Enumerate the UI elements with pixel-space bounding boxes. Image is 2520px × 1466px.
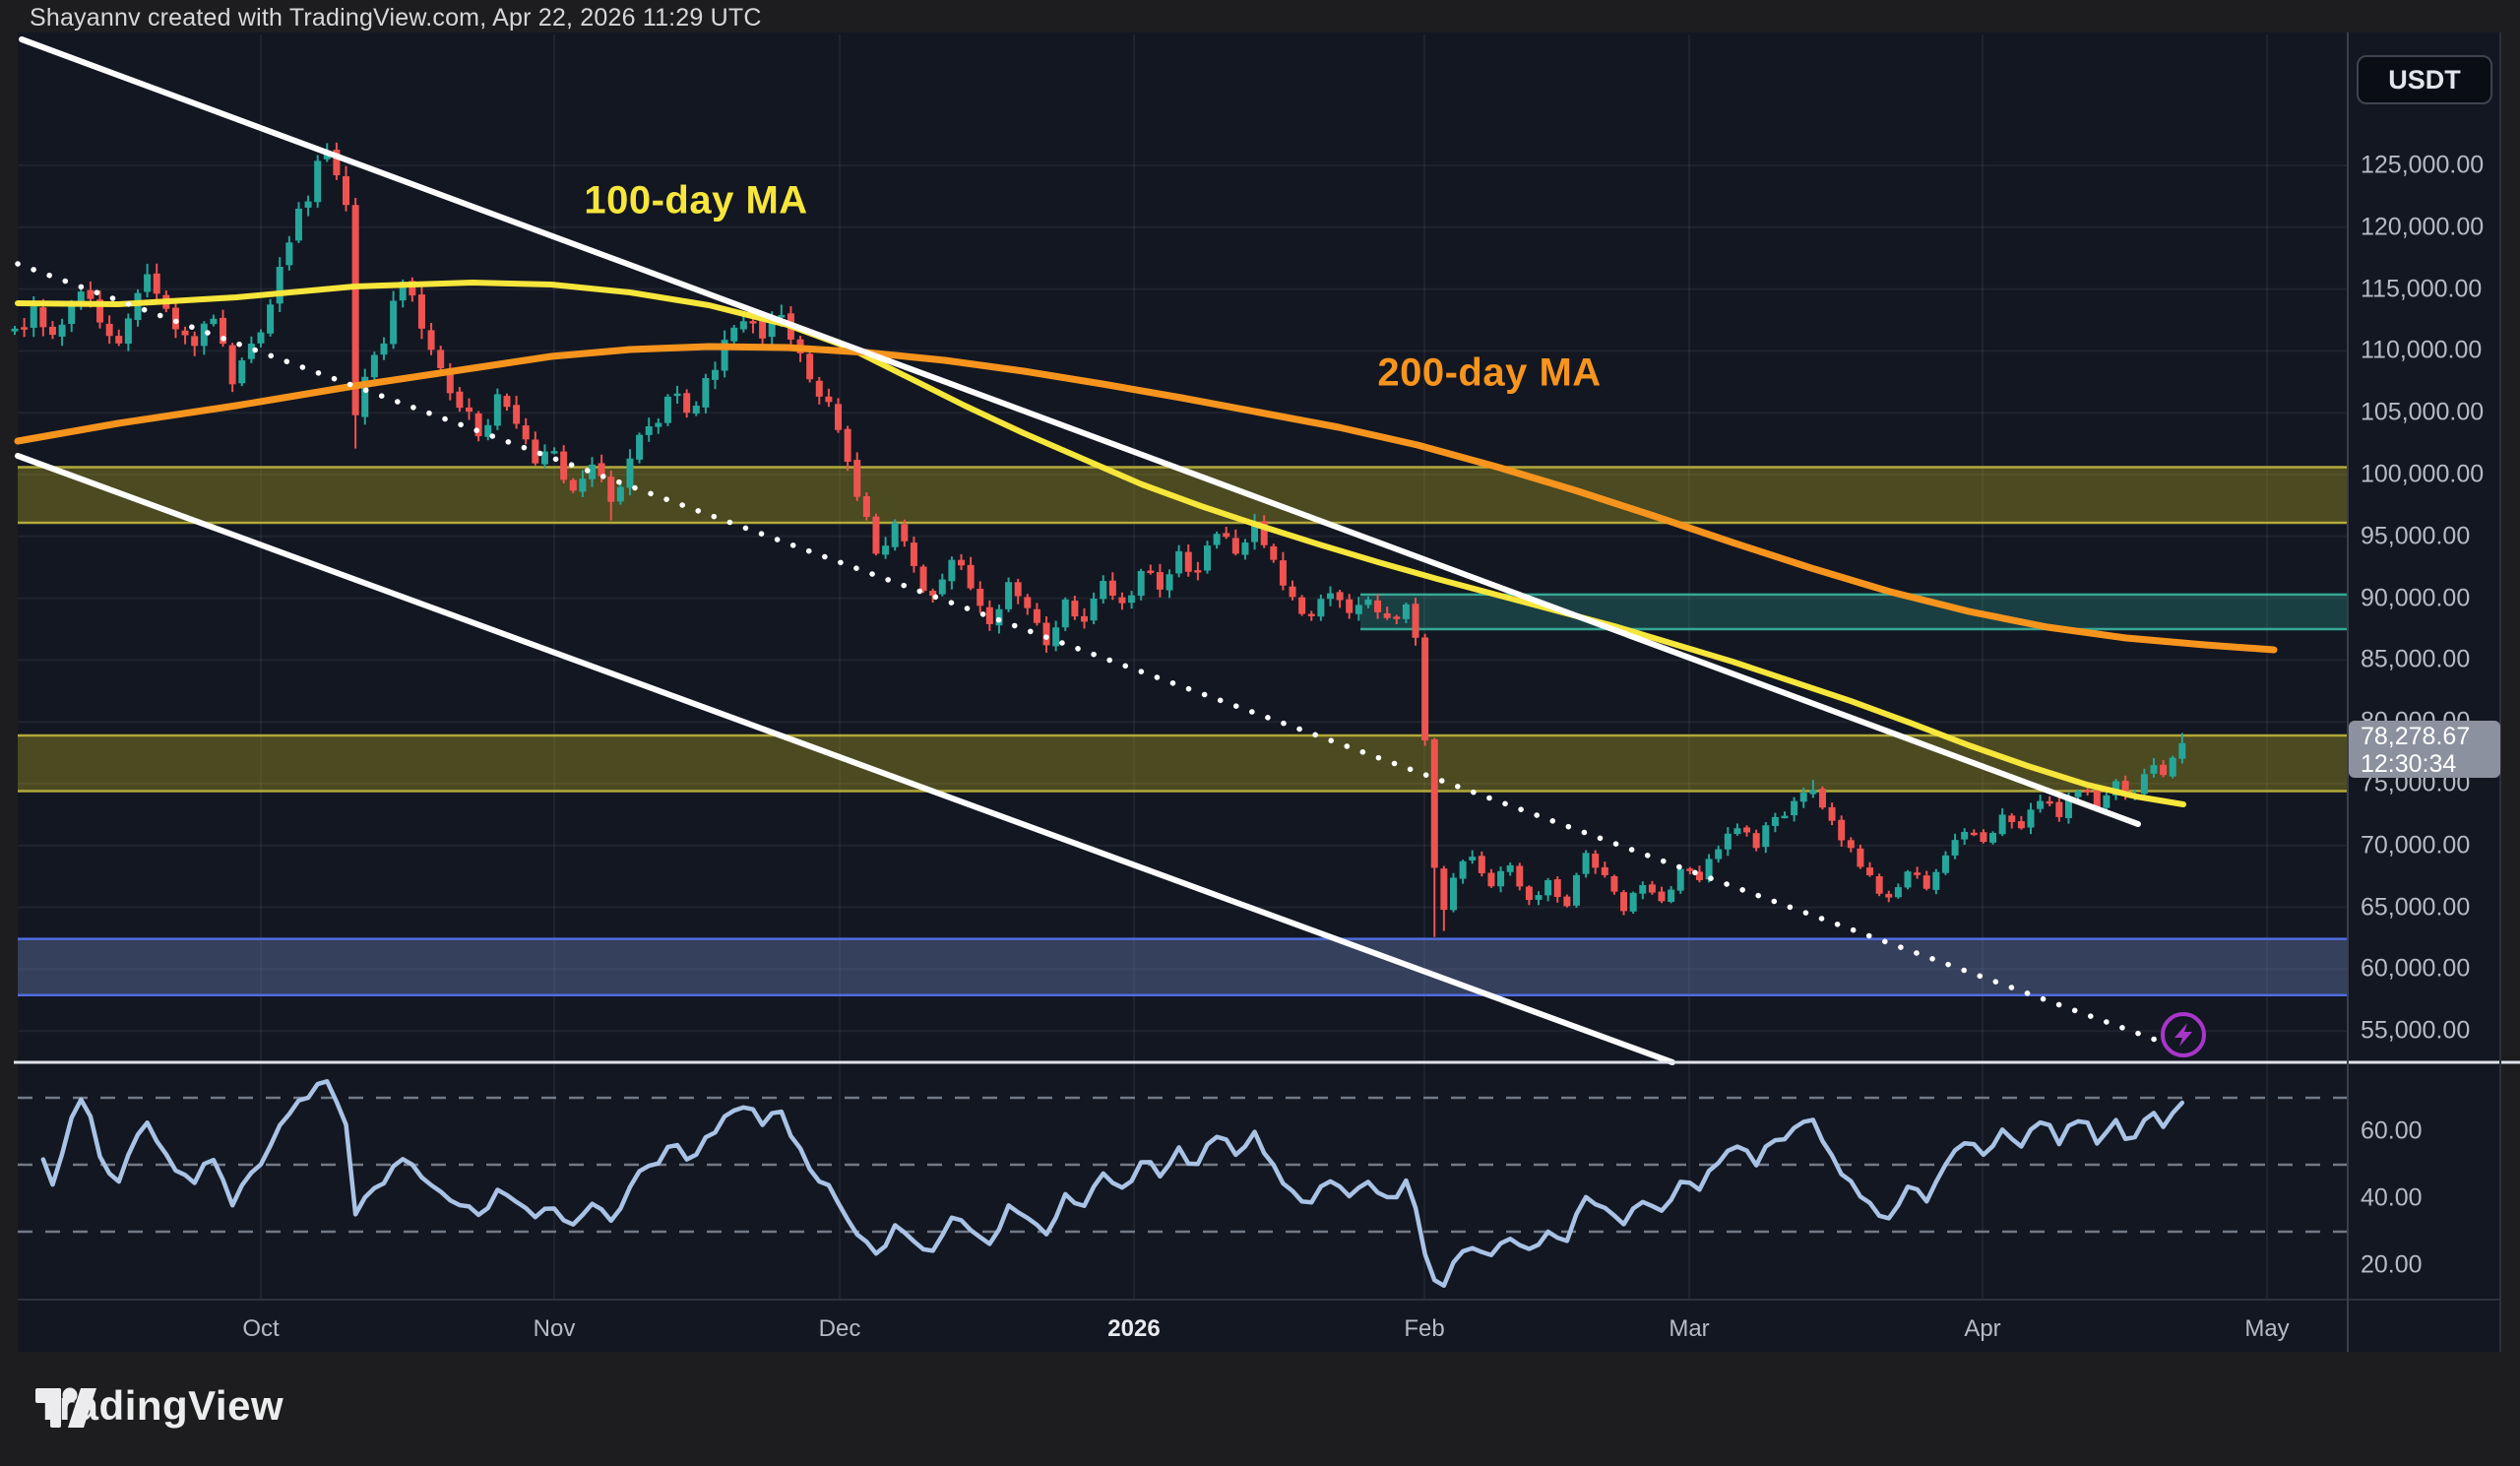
- price-tick-label: 100,000.00: [2361, 460, 2485, 488]
- time-tick-2026: 2026: [1107, 1315, 1161, 1342]
- lightning-icon[interactable]: [2161, 1012, 2206, 1057]
- rsi-tick-label: 20.00: [2361, 1250, 2423, 1279]
- time-tick-dec: Dec: [818, 1315, 861, 1342]
- price-tick-label: 70,000.00: [2361, 831, 2471, 860]
- rsi-line: [40, 1079, 2185, 1289]
- bar-countdown: 12:30:34: [2361, 750, 2457, 778]
- price-tick-label: 115,000.00: [2361, 275, 2483, 303]
- last-price-value: 78,278.67: [2361, 723, 2471, 750]
- ma100-annotation-label[interactable]: 100-day MA: [584, 178, 808, 223]
- price-tick-label: 90,000.00: [2361, 584, 2471, 612]
- quote-currency-button[interactable]: USDT: [2357, 55, 2492, 104]
- price-tick-label: 95,000.00: [2361, 522, 2471, 550]
- tradingview-logo-icon: [35, 1387, 96, 1428]
- price-tick-label: 60,000.00: [2361, 954, 2471, 983]
- last-price-badge: 78,278.67 12:30:34: [2349, 721, 2500, 778]
- chart-credit-text: Shayannv created with TradingView.com, A…: [30, 4, 762, 32]
- candles[interactable]: [11, 142, 2186, 937]
- channel-upper-line[interactable]: [19, 36, 2141, 827]
- tradingview-logo[interactable]: TradingView: [35, 1382, 284, 1430]
- price-tick-label: 55,000.00: [2361, 1016, 2471, 1045]
- price-tick-label: 120,000.00: [2361, 213, 2485, 241]
- price-tick-label: 125,000.00: [2361, 151, 2485, 179]
- channel-lower-line[interactable]: [15, 453, 1675, 1065]
- rsi-indicator-pane[interactable]: [18, 1079, 2348, 1289]
- zone-resistance-zone-96k-100k[interactable]: [18, 466, 2348, 525]
- price-tick-label: 105,000.00: [2361, 398, 2485, 426]
- 200-day-ma-line[interactable]: [14, 343, 2278, 654]
- rsi-tick-label: 40.00: [2361, 1183, 2423, 1212]
- zone-pivot-zone-74k-79k[interactable]: [18, 733, 2348, 793]
- time-tick-apr: Apr: [1964, 1315, 2001, 1342]
- chart-pane-background: [18, 32, 2500, 1352]
- ma200-annotation-label[interactable]: 200-day MA: [1377, 351, 1602, 395]
- time-tick-may: May: [2244, 1315, 2290, 1342]
- time-tick-feb: Feb: [1404, 1315, 1445, 1342]
- zone-support-zone-58k-62k-blue[interactable]: [18, 937, 2348, 997]
- rsi-tick-label: 60.00: [2361, 1116, 2423, 1145]
- time-tick-mar: Mar: [1669, 1315, 1710, 1342]
- 100-day-ma-line[interactable]: [15, 280, 2186, 807]
- time-tick-nov: Nov: [533, 1315, 576, 1342]
- dotted-midline[interactable]: [15, 261, 2164, 1045]
- price-tick-label: 85,000.00: [2361, 645, 2471, 673]
- time-tick-oct: Oct: [242, 1315, 280, 1342]
- price-tick-label: 110,000.00: [2361, 336, 2483, 364]
- price-tick-label: 65,000.00: [2361, 893, 2471, 922]
